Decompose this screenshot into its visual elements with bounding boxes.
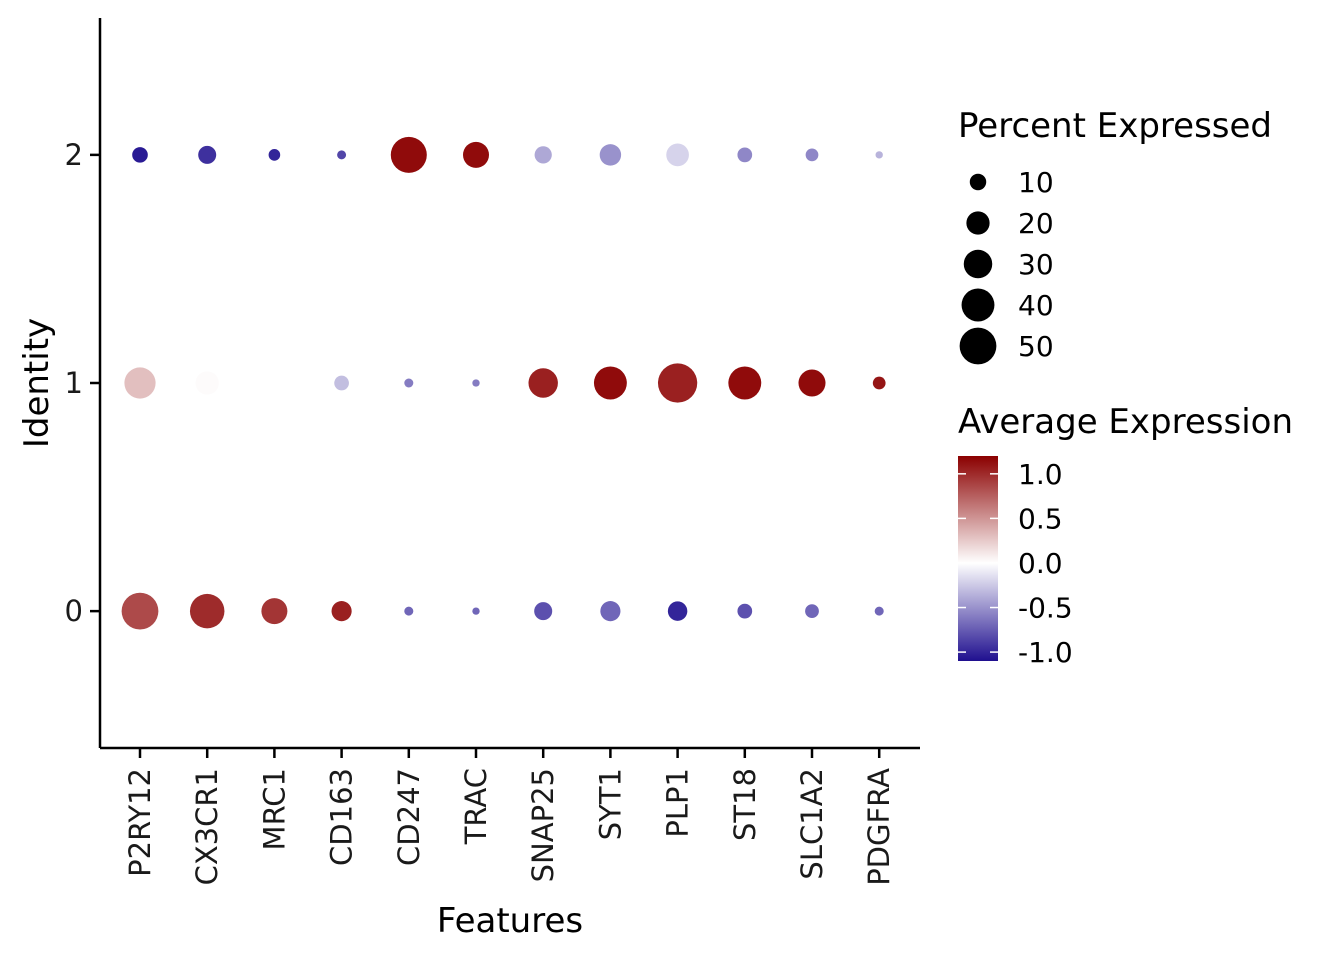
dot-trac-id1 (472, 379, 480, 387)
dot-syt1-id2 (599, 144, 622, 166)
dot-cx3cr1-id1 (195, 371, 219, 395)
color-legend-title: Average Expression (958, 402, 1293, 442)
x-tick-label: TRAC (459, 768, 493, 845)
dot-trac-id0 (472, 607, 480, 615)
colorbar-label: -1.0 (1018, 636, 1073, 669)
dot-plp1-id2 (666, 143, 689, 167)
dot-pdgfra-id0 (874, 606, 884, 616)
dot-slc1a2-id0 (805, 604, 819, 619)
x-tick-label: MRC1 (257, 768, 291, 850)
dot-syt1-id0 (600, 601, 621, 622)
size-legend-items: 10 20 30 40 50 (959, 166, 1054, 365)
y-tick-label: 0 (65, 594, 83, 628)
size-legend-label: 40 (1018, 289, 1054, 322)
colorbar-label: 0.0 (1018, 547, 1063, 580)
x-tick-label: ST18 (728, 768, 762, 841)
x-tick-label: PDGFRA (862, 768, 896, 886)
x-tick-label: CD163 (325, 768, 359, 866)
size-legend-label: 20 (1018, 207, 1054, 240)
size-legend-dot (966, 211, 990, 235)
dot-st18-id1 (728, 366, 762, 400)
dot-slc1a2-id2 (805, 148, 819, 162)
dot-st18-id0 (737, 603, 753, 619)
color-legend: Average Expression 1.0 0.5 0.0 -0.5 -1.0 (958, 402, 1293, 669)
y-ticks: 0 1 2 (65, 138, 100, 628)
dot-plp1-id1 (657, 363, 698, 403)
dot-p2ry12-id1 (124, 367, 156, 399)
dot-snap25-id1 (528, 368, 558, 398)
x-tick-label: P2RY12 (123, 768, 157, 877)
size-legend-dot (969, 173, 987, 191)
dot-p2ry12-id2 (132, 147, 148, 163)
dot-pdgfra-id2 (875, 151, 883, 159)
size-legend-title: Percent Expressed (958, 106, 1272, 146)
dot-slc1a2-id1 (798, 369, 826, 397)
dot-mrc1-id0 (261, 598, 288, 625)
dots-layer (121, 136, 886, 630)
dot-cx3cr1-id2 (198, 145, 217, 164)
y-axis-title: Identity (17, 318, 57, 448)
size-legend-dot (959, 327, 997, 365)
size-legend-dot (961, 288, 995, 322)
dot-cd247-id1 (404, 378, 414, 388)
y-tick-label: 1 (65, 366, 83, 400)
x-tick-label: SNAP25 (526, 768, 560, 882)
x-tick-label: CX3CR1 (190, 768, 224, 885)
dot-cd163-id0 (331, 601, 352, 622)
dot-trac-id2 (463, 141, 489, 168)
size-legend-label: 50 (1018, 330, 1054, 363)
colorbar-ticks: 1.0 0.5 0.0 -0.5 -1.0 (958, 458, 1073, 669)
colorbar-label: 1.0 (1018, 458, 1063, 491)
dot-pdgfra-id1 (872, 376, 886, 390)
dot-p2ry12-id0 (121, 592, 159, 630)
dot-syt1-id1 (593, 366, 627, 400)
dot-cd247-id0 (404, 606, 414, 616)
y-tick-label: 2 (65, 138, 83, 172)
dot-snap25-id2 (534, 146, 552, 164)
size-legend-label: 10 (1018, 166, 1054, 199)
dot-snap25-id0 (534, 602, 553, 621)
dot-plp1-id0 (667, 601, 688, 621)
x-tick-label: PLP1 (661, 768, 695, 838)
dot-mrc1-id2 (268, 149, 281, 161)
size-legend-label: 30 (1018, 248, 1054, 281)
dot-cd163-id2 (337, 150, 347, 160)
dot-cd163-id1 (334, 375, 349, 391)
colorbar (958, 456, 998, 661)
x-tick-label: SYT1 (593, 768, 627, 840)
x-ticks: P2RY12 CX3CR1 MRC1 CD163 CD247 TRAC SNAP25 SYT1… (123, 748, 896, 886)
dot-st18-id2 (737, 147, 753, 163)
colorbar-label: -0.5 (1018, 592, 1073, 625)
dot-cd247-id2 (390, 136, 427, 173)
x-axis-title: Features (437, 901, 583, 941)
x-tick-label: CD247 (392, 768, 426, 866)
x-tick-label: SLC1A2 (795, 768, 829, 880)
dot-cx3cr1-id0 (189, 593, 225, 629)
size-legend-dot (963, 249, 993, 279)
size-legend: Percent Expressed 10 20 30 40 50 (958, 106, 1272, 365)
colorbar-label: 0.5 (1018, 502, 1063, 535)
